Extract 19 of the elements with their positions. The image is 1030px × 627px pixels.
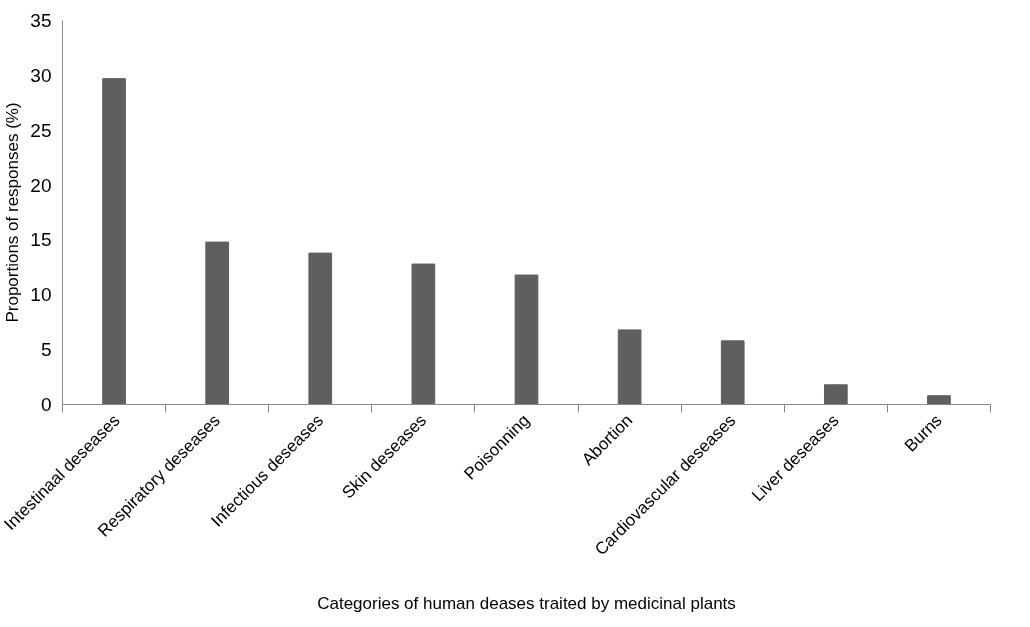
bar — [102, 78, 126, 405]
bar — [411, 263, 436, 405]
y-tick-label: 20 — [30, 174, 52, 196]
bar — [514, 274, 539, 405]
y-tick-label: 0 — [40, 394, 52, 415]
bar — [823, 384, 848, 405]
bar — [617, 329, 642, 405]
bar — [308, 252, 333, 405]
y-tick-label: 10 — [30, 284, 52, 306]
bar — [927, 395, 951, 405]
y-tick-label: 30 — [30, 64, 52, 86]
x-axis-title: Categories of human deases traited by medicinal plants — [317, 593, 736, 613]
y-tick-label: 35 — [30, 10, 52, 31]
bar — [205, 241, 230, 405]
y-tick-label: 5 — [40, 339, 52, 361]
y-tick-label: 15 — [30, 229, 52, 251]
bar — [720, 340, 745, 405]
y-axis-title: Proportions of responses (%) — [3, 102, 23, 323]
y-tick-label: 25 — [30, 119, 52, 141]
